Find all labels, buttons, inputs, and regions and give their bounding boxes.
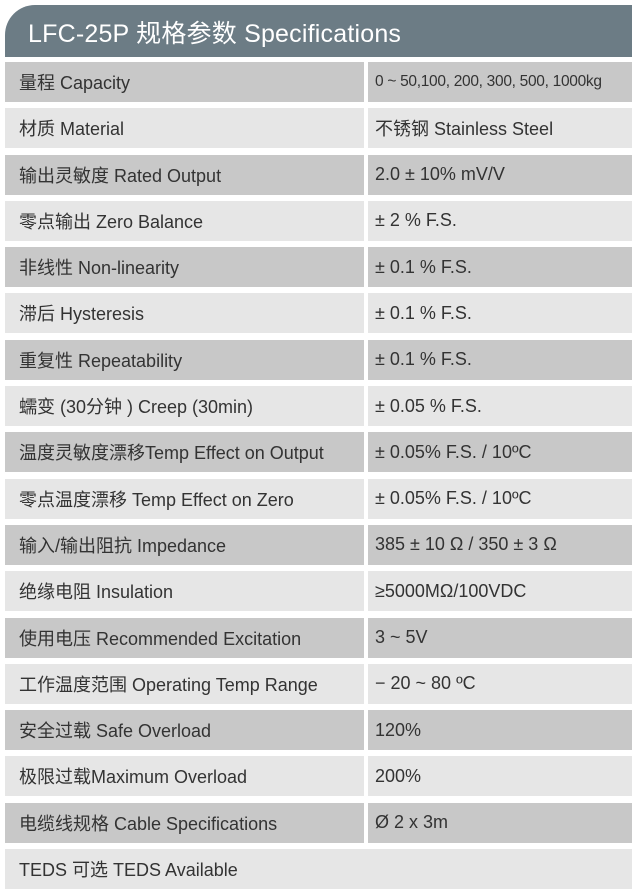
spec-row: 材质 Material 不锈钢 Stainless Steel (5, 108, 632, 149)
spec-label: 极限过载Maximum Overload (5, 756, 364, 797)
spec-label: TEDS 可选 TEDS Available (5, 849, 632, 890)
spec-label: 重复性 Repeatability (5, 339, 364, 380)
spec-label: 输入/输出阻抗 Impedance (5, 524, 364, 565)
spec-row: 工作温度范围 Operating Temp Range − 20 ~ 80 ºC (5, 663, 632, 704)
spec-row: 输出灵敏度 Rated Output 2.0 ± 10% mV/V (5, 154, 632, 195)
spec-value: ± 0.05% F.S. / 10ºC (368, 432, 632, 473)
spec-value: 2.0 ± 10% mV/V (368, 154, 632, 195)
spec-row: 蠕变 (30分钟 ) Creep (30min) ± 0.05 % F.S. (5, 386, 632, 427)
spec-value: ± 2 % F.S. (368, 200, 632, 241)
spec-label: 量程 Capacity (5, 62, 364, 102)
spec-value: 0 ~ 50,100, 200, 300, 500, 1000kg (368, 62, 632, 102)
spec-value: 120% (368, 710, 632, 751)
spec-row: 极限过载Maximum Overload 200% (5, 756, 632, 797)
spec-value: ± 0.1 % F.S. (368, 339, 632, 380)
spec-value: Ø 2 x 3m (368, 802, 632, 843)
spec-row: 电缆线规格 Cable Specifications Ø 2 x 3m (5, 802, 632, 843)
spec-label: 安全过载 Safe Overload (5, 710, 364, 751)
spec-row: 绝缘电阻 Insulation ≥5000MΩ/100VDC (5, 571, 632, 612)
spec-value: 200% (368, 756, 632, 797)
spec-row: 输入/输出阻抗 Impedance 385 ± 10 Ω / 350 ± 3 Ω (5, 524, 632, 565)
spec-label: 工作温度范围 Operating Temp Range (5, 663, 364, 704)
spec-label: 使用电压 Recommended Excitation (5, 617, 364, 658)
spec-label: 非线性 Non-linearity (5, 247, 364, 288)
spec-value: ± 0.1 % F.S. (368, 293, 632, 334)
spec-value: ± 0.1 % F.S. (368, 247, 632, 288)
spec-label: 零点输出 Zero Balance (5, 200, 364, 241)
spec-value: 3 ~ 5V (368, 617, 632, 658)
spec-row: 量程 Capacity 0 ~ 50,100, 200, 300, 500, 10… (5, 62, 632, 102)
spec-row: 温度灵敏度漂移Temp Effect on Output ± 0.05% F.S.… (5, 432, 632, 473)
spec-row: 零点温度漂移 Temp Effect on Zero ± 0.05% F.S. /… (5, 478, 632, 519)
spec-title: LFC-25P 规格参数 Specifications (28, 20, 402, 48)
spec-row: 非线性 Non-linearity ± 0.1 % F.S. (5, 247, 632, 288)
spec-value: 385 ± 10 Ω / 350 ± 3 Ω (368, 524, 632, 565)
spec-header: LFC-25P 规格参数 Specifications (5, 5, 632, 57)
spec-label: 电缆线规格 Cable Specifications (5, 802, 364, 843)
spec-label: 绝缘电阻 Insulation (5, 571, 364, 612)
spec-row: 滞后 Hysteresis ± 0.1 % F.S. (5, 293, 632, 334)
spec-row: 零点输出 Zero Balance ± 2 % F.S. (5, 200, 632, 241)
spec-label: 零点温度漂移 Temp Effect on Zero (5, 478, 364, 519)
spec-value: ± 0.05 % F.S. (368, 386, 632, 427)
spec-row: 安全过载 Safe Overload 120% (5, 710, 632, 751)
spec-label: 温度灵敏度漂移Temp Effect on Output (5, 432, 364, 473)
spec-row: TEDS 可选 TEDS Available (5, 849, 632, 890)
spec-label: 蠕变 (30分钟 ) Creep (30min) (5, 386, 364, 427)
spec-value: 不锈钢 Stainless Steel (368, 108, 632, 149)
spec-row: 使用电压 Recommended Excitation 3 ~ 5V (5, 617, 632, 658)
spec-label: 材质 Material (5, 108, 364, 149)
spec-label: 输出灵敏度 Rated Output (5, 154, 364, 195)
spec-table: 量程 Capacity 0 ~ 50,100, 200, 300, 500, 10… (5, 62, 632, 895)
spec-value: ≥5000MΩ/100VDC (368, 571, 632, 612)
spec-row: 重复性 Repeatability ± 0.1 % F.S. (5, 339, 632, 380)
spec-value: − 20 ~ 80 ºC (368, 663, 632, 704)
spec-label: 滞后 Hysteresis (5, 293, 364, 334)
spec-value: ± 0.05% F.S. / 10ºC (368, 478, 632, 519)
